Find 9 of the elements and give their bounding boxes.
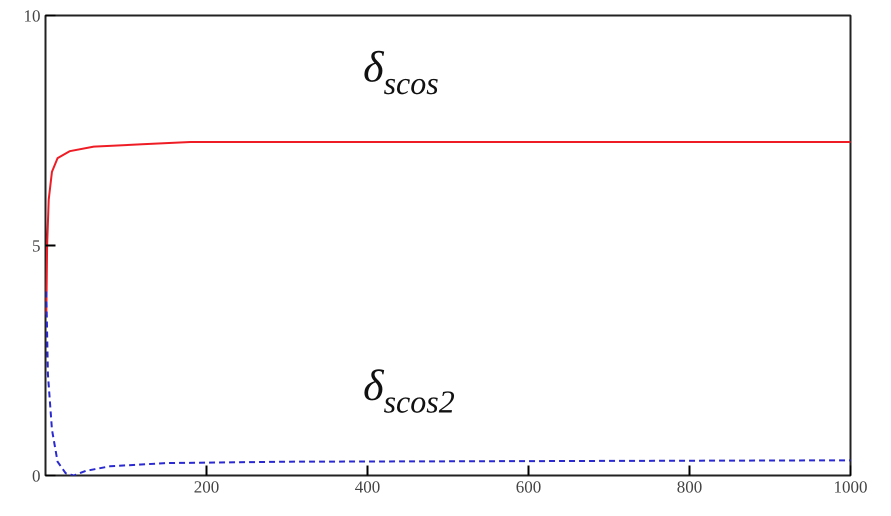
- y-tick-label: 10: [24, 6, 40, 26]
- x-tick-label: 800: [676, 478, 702, 496]
- x-tick-label: 600: [516, 478, 542, 496]
- x-tick-label: 400: [354, 478, 380, 496]
- y-tick-label: 5: [32, 236, 40, 256]
- line-series: [46, 290, 850, 476]
- y-tick-label: 0: [32, 466, 40, 486]
- x-tick-label: 200: [194, 478, 220, 496]
- x-tick-label: 1000: [834, 478, 868, 496]
